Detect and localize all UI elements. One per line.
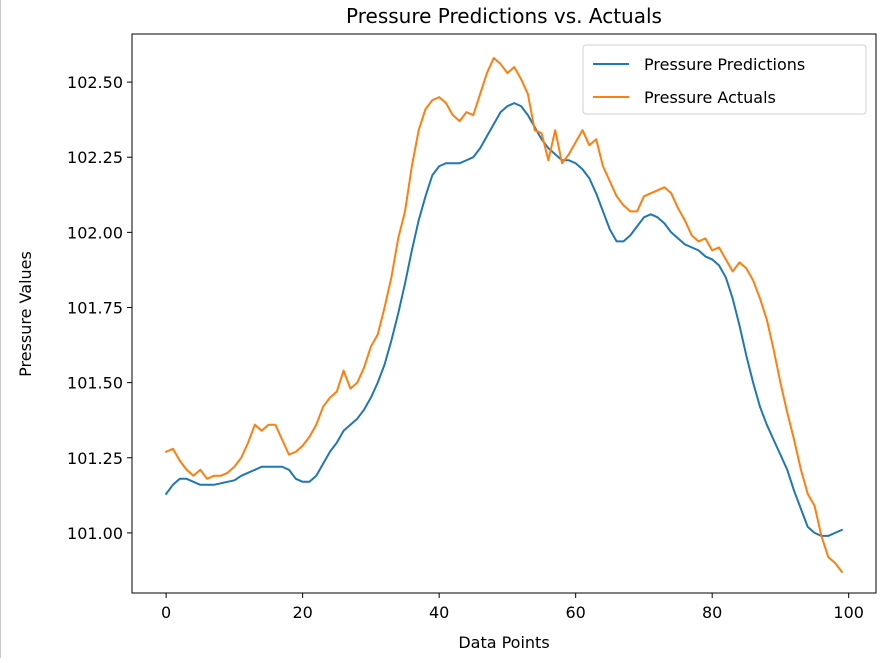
x-tick-label: 20 — [292, 603, 312, 622]
y-tick-label: 101.25 — [67, 449, 123, 468]
legend-label: Pressure Predictions — [644, 55, 805, 74]
x-axis-title: Data Points — [458, 633, 549, 652]
chart-title: Pressure Predictions vs. Actuals — [346, 4, 662, 28]
axes: 0 20 40 60 80 100 101.00 101.25 101.50 101.75 102.… — [67, 33, 877, 622]
legend-label: Pressure Actuals — [644, 88, 776, 107]
legend: Pressure Predictions Pressure Actuals — [582, 44, 867, 115]
y-axis-title: Pressure Values — [16, 251, 35, 377]
series-layer — [164, 57, 844, 574]
series-line-predictions — [164, 102, 844, 537]
x-tick-label: 100 — [833, 603, 864, 622]
y-tick-label: 102.50 — [67, 73, 123, 92]
legend-box — [582, 44, 867, 115]
y-tick-label: 101.75 — [67, 298, 123, 317]
x-tick-label: 80 — [702, 603, 722, 622]
y-tick-label: 102.25 — [67, 148, 123, 167]
plot-area-border — [131, 33, 877, 594]
x-tick-label: 60 — [565, 603, 585, 622]
y-tick-label: 102.00 — [67, 223, 123, 242]
x-tick-label: 0 — [161, 603, 171, 622]
y-tick-label: 101.50 — [67, 374, 123, 393]
series-line-actuals — [164, 57, 844, 574]
x-tick-label: 40 — [429, 603, 449, 622]
y-tick-label: 101.00 — [67, 524, 123, 543]
